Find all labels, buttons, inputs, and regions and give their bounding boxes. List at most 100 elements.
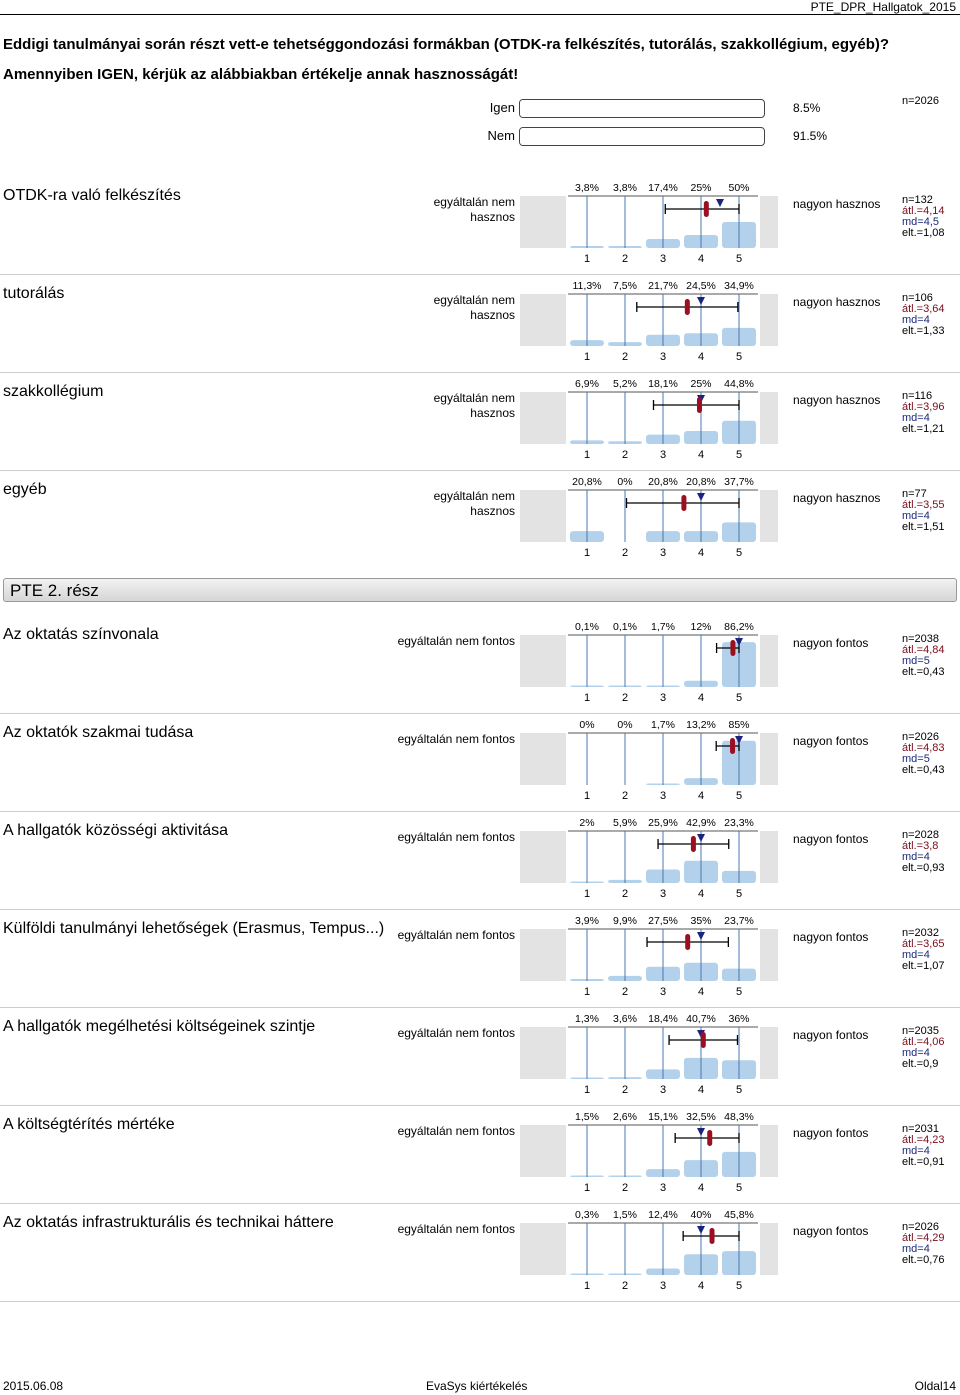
- percent-label: 44,8%: [724, 378, 754, 390]
- question-line-1: Eddigi tanulmányai során részt vett-e te…: [3, 36, 890, 53]
- item-separator: [0, 372, 960, 373]
- item-stats: n=77 átl.=3,55 md=4 elt.=1,51: [902, 489, 945, 533]
- stat-md: md=5: [902, 753, 930, 765]
- stat-avg: átl.=4,14: [902, 205, 945, 217]
- left-panel: [520, 1223, 566, 1275]
- yes-bar-fill: [520, 100, 541, 117]
- scale-tick-label: 1: [584, 547, 590, 559]
- stat-md: md=4: [902, 412, 930, 424]
- right-panel: [760, 392, 778, 444]
- stat-n: n=2035: [902, 1025, 940, 1037]
- percent-label: 1,7%: [651, 719, 675, 731]
- percent-label: 0,3%: [575, 1209, 599, 1221]
- scale-tick-label: 2: [622, 351, 628, 363]
- scale-right-label: nagyon fontos: [793, 1028, 869, 1042]
- question-line-2: Amennyiben IGEN, kérjük az alábbiakban é…: [3, 66, 519, 83]
- left-panel: [520, 929, 566, 981]
- footer-date: 2015.06.08: [3, 1379, 64, 1393]
- item-title: szakkollégium: [3, 383, 104, 400]
- percent-label: 5,2%: [613, 378, 637, 390]
- stat-n: n=2032: [902, 927, 940, 939]
- percent-label: 20,8%: [686, 476, 716, 488]
- scale-right-label: nagyon hasznos: [793, 295, 881, 309]
- stat-md: md=5: [902, 655, 930, 667]
- yes-bar: [519, 99, 765, 118]
- percent-label: 45,8%: [724, 1209, 754, 1221]
- percent-label: 6,9%: [575, 378, 599, 390]
- percent-label: 0%: [617, 719, 632, 731]
- scale-left-label: egyáltalán nem fontos: [397, 634, 515, 648]
- scale-tick-label: 5: [736, 351, 742, 363]
- no-bar: [519, 127, 765, 146]
- percent-label: 1,3%: [575, 1013, 599, 1025]
- mean-marker: [730, 738, 736, 754]
- item-stats: n=2038 átl.=4,84 md=5 elt.=0,43: [902, 634, 945, 678]
- scale-tick-label: 2: [622, 253, 628, 265]
- stat-elt: elt.=0,9: [902, 1058, 939, 1070]
- scale-tick-label: 4: [698, 1280, 704, 1292]
- percent-label: 21,7%: [648, 280, 678, 292]
- scale-tick-label: 2: [622, 1280, 628, 1292]
- stat-md: md=4: [902, 314, 930, 326]
- percent-label: 36%: [728, 1013, 749, 1025]
- item-stats: n=2026 átl.=4,83 md=5 elt.=0,43: [902, 732, 945, 776]
- item-chart: 6,9% 1 5,2% 2 18,1% 3 25% 4 44,8% 5: [520, 378, 778, 461]
- item-stats: n=116 átl.=3,96 md=4 elt.=1,21: [902, 391, 945, 435]
- percent-label: 27,5%: [648, 915, 678, 927]
- item-chart: 20,8% 1 0% 2 20,8% 3 20,8% 4 37,7% 5: [520, 476, 778, 559]
- percent-label: 0%: [617, 476, 632, 488]
- scale-tick-label: 1: [584, 790, 590, 802]
- stat-n: n=77: [902, 488, 927, 500]
- scale-tick-label: 3: [660, 547, 666, 559]
- right-panel: [760, 294, 778, 346]
- section-header: PTE 2. rész: [3, 578, 957, 602]
- stat-md: md=4: [902, 949, 930, 961]
- right-panel: [760, 1027, 778, 1079]
- percent-label: 17,4%: [648, 182, 678, 194]
- footer-page: Oldal14: [914, 1379, 956, 1393]
- percent-label: 34,9%: [724, 280, 754, 292]
- scale-tick-label: 3: [660, 1280, 666, 1292]
- mean-marker: [700, 1032, 706, 1048]
- scale-tick-label: 2: [622, 547, 628, 559]
- median-marker: [697, 493, 705, 501]
- scale-tick-label: 4: [698, 790, 704, 802]
- stat-elt: elt.=1,33: [902, 325, 945, 337]
- stat-avg: átl.=3,55: [902, 499, 945, 511]
- item-title: Az oktatás színvonala: [3, 626, 159, 643]
- scale-tick-label: 5: [736, 1084, 742, 1096]
- scale-right-label: nagyon fontos: [793, 734, 869, 748]
- left-panel: [520, 196, 566, 248]
- item-separator: [0, 1301, 960, 1302]
- stat-elt: elt.=0,93: [902, 862, 945, 874]
- item-chart: 0% 1 0% 2 1,7% 3 13,2% 4 85% 5: [520, 719, 778, 802]
- scale-tick-label: 5: [736, 547, 742, 559]
- stat-md: md=4,5: [902, 216, 939, 228]
- item-separator: [0, 1007, 960, 1008]
- mean-marker: [684, 299, 690, 315]
- percent-label: 40,7%: [686, 1013, 716, 1025]
- stat-n: n=2026: [902, 1221, 940, 1233]
- percent-label: 25%: [690, 182, 711, 194]
- percent-label: 86,2%: [724, 621, 754, 633]
- percent-label: 50%: [728, 182, 749, 194]
- stat-avg: átl.=3,65: [902, 938, 945, 950]
- scale-left-label: egyáltalán nem hasznos: [433, 391, 515, 420]
- scale-tick-label: 4: [698, 547, 704, 559]
- percent-label: 12%: [690, 621, 711, 633]
- scale-left-label: egyáltalán nem fontos: [397, 928, 515, 942]
- median-marker: [697, 1128, 705, 1136]
- percent-label: 1,7%: [651, 621, 675, 633]
- item-separator: [0, 274, 960, 275]
- scale-tick-label: 2: [622, 692, 628, 704]
- percent-label: 2%: [579, 817, 594, 829]
- scale-tick-label: 4: [698, 253, 704, 265]
- percent-label: 32,5%: [686, 1111, 716, 1123]
- scale-tick-label: 2: [622, 888, 628, 900]
- item-title: A hallgatók közösségi aktivitása: [3, 822, 229, 839]
- scale-tick-label: 3: [660, 253, 666, 265]
- percent-label: 40%: [690, 1209, 711, 1221]
- scale-tick-label: 1: [584, 253, 590, 265]
- item-title: A hallgatók megélhetési költségeinek szi…: [3, 1018, 316, 1035]
- percent-label: 85%: [728, 719, 749, 731]
